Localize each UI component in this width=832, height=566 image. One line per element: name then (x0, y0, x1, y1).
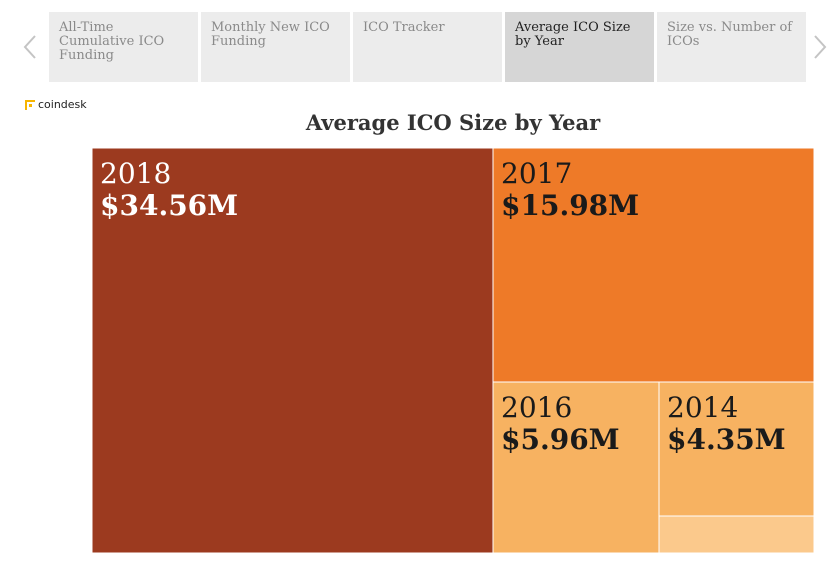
next-tab-button[interactable] (808, 30, 832, 64)
tile-year-label: 2016 (501, 391, 572, 424)
tab-all-time-cumulative[interactable]: All-Time Cumulative ICO Funding (49, 12, 198, 82)
treemap-tile-2016[interactable]: 2016$5.96M (492, 381, 660, 553)
chevron-right-icon (814, 35, 827, 59)
tile-value-label: $5.96M (501, 423, 620, 456)
treemap-chart: 2018$34.56M2017$15.98M2016$5.96M2014$4.3… (92, 148, 814, 553)
treemap-tile-2018[interactable]: 2018$34.56M (92, 148, 494, 553)
tab-monthly-new[interactable]: Monthly New ICO Funding (201, 12, 350, 82)
tile-value-label: $34.56M (100, 189, 238, 222)
treemap-rect (492, 148, 814, 383)
logo-text: coindesk (38, 98, 87, 111)
tile-year-label: 2014 (667, 391, 738, 424)
chart-tabs: All-Time Cumulative ICO Funding Monthly … (49, 12, 806, 82)
chart-title: Average ICO Size by Year (305, 110, 601, 135)
treemap-tile-2017[interactable]: 2017$15.98M (492, 148, 814, 383)
treemap-rect (492, 381, 660, 553)
coindesk-logo[interactable]: coindesk (25, 98, 87, 111)
treemap-rect (92, 148, 494, 553)
tab-size-vs-number[interactable]: Size vs. Number of ICOs (657, 12, 806, 82)
tile-year-label: 2017 (501, 157, 572, 190)
treemap-rect (658, 381, 814, 517)
tile-year-label: 2018 (100, 157, 171, 190)
tile-value-label: $15.98M (501, 189, 639, 222)
tile-value-label: $4.35M (667, 423, 786, 456)
tab-average-ico-size[interactable]: Average ICO Size by Year (505, 12, 654, 82)
treemap-tile-other[interactable] (658, 515, 814, 553)
tab-ico-tracker[interactable]: ICO Tracker (353, 12, 502, 82)
treemap-rect (658, 515, 814, 553)
prev-tab-button[interactable] (18, 30, 42, 64)
chevron-left-icon (23, 35, 36, 59)
coindesk-logo-icon (25, 99, 35, 110)
treemap-tile-2014[interactable]: 2014$4.35M (658, 381, 814, 517)
